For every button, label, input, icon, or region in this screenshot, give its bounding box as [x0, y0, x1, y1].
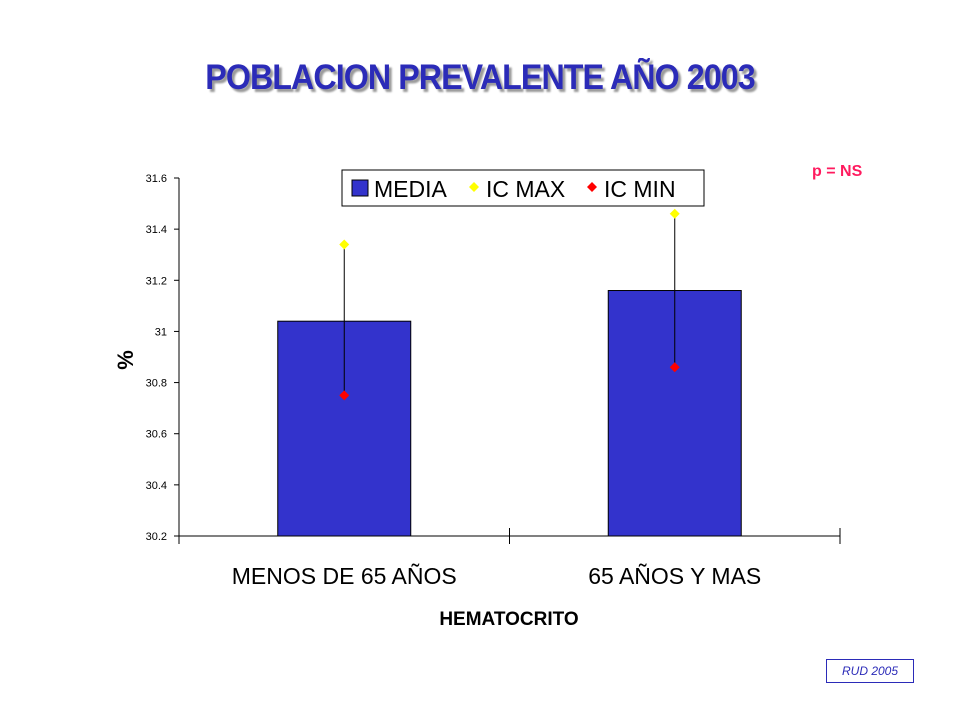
x-tick-label: 65 AÑOS Y MAS — [588, 563, 761, 589]
x-tick-label: MENOS DE 65 AÑOS — [232, 563, 457, 589]
legend-swatch-ic-min — [587, 182, 597, 192]
axes: 30.2 30.4 30.6 30.8 31 31.2 31.4 31.6 MENOS DE 6… — [146, 173, 841, 589]
y-tick-label: 30.6 — [146, 429, 167, 441]
legend-swatch-media — [351, 179, 369, 197]
y-tick-label: 31.4 — [146, 224, 167, 236]
y-tick-label: 30.4 — [146, 480, 167, 492]
ic-max-marker — [339, 239, 350, 250]
y-tick-label: 31.2 — [146, 275, 167, 287]
legend-label-ic-max: IC MAX — [486, 176, 565, 202]
markers — [339, 208, 680, 401]
legend: MEDIA IC MAX IC MIN — [341, 169, 705, 207]
legend-swatch-ic-max — [469, 182, 479, 192]
legend-label-media: MEDIA — [374, 176, 448, 202]
y-tick-label: 30.2 — [146, 531, 167, 543]
page-title: POBLACION PREVALENTE AÑO 2003 — [205, 58, 755, 97]
ic-max-marker — [669, 208, 680, 219]
y-tick-label: 31 — [155, 326, 167, 338]
ic-min-marker — [339, 390, 350, 401]
y-tick-label: 30.8 — [146, 378, 167, 390]
source-label: RUD 2005 — [826, 659, 914, 683]
x-axis-label: HEMATOCRITO — [439, 609, 578, 630]
y-tick-label: 31.6 — [146, 173, 167, 185]
legend-box — [341, 169, 705, 207]
y-axis-label: % — [113, 350, 138, 370]
legend-label-ic-min: IC MIN — [604, 176, 676, 202]
significance-annotation: p = NS — [812, 163, 863, 180]
bars — [277, 290, 742, 537]
ic-min-marker — [669, 362, 680, 373]
